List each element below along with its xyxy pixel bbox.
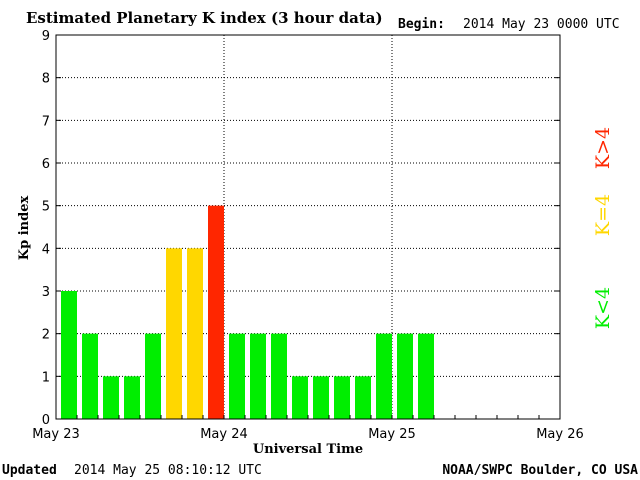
x-tick-label: May 26 [536,427,584,442]
y-tick-label: 9 [42,29,50,44]
y-tick-label: 5 [42,200,50,215]
chart-title: Estimated Planetary K index (3 hour data… [26,9,383,27]
kp-bar [166,248,182,419]
legend-k-equals-4: K=4 [592,194,614,236]
y-tick-label: 4 [42,242,50,257]
kp-bar [376,333,392,419]
plot-frame [55,34,561,420]
y-tick-label: 8 [42,72,50,87]
kp-bar [418,333,434,419]
y-tick-label: 6 [42,157,50,172]
legend-k-above-4: K>4 [592,127,614,169]
x-ticks: May 23 May 24 May 25 May 26 [32,415,584,442]
source-credit: NOAA/SWPC Boulder, CO USA [442,463,638,478]
kp-bar [250,333,266,419]
y-tick-label: 2 [42,328,50,343]
updated-value: 2014 May 25 08:10:12 UTC [74,463,262,478]
kp-bar [208,205,224,419]
y-tick-label: 0 [42,413,50,428]
kp-bar [145,333,161,419]
y-tick-label: 7 [42,114,50,129]
kp-bar [334,376,350,419]
legend-k-below-4: K<4 [592,287,614,329]
kp-bar [103,376,119,419]
kp-bar [313,376,329,419]
y-tick-label: 3 [42,285,50,300]
begin-value: 2014 May 23 0000 UTC [463,17,620,32]
grid-lines [56,35,560,419]
begin-label: Begin: [398,17,445,32]
y-ticks: 0 1 2 3 4 5 6 7 8 9 [42,29,560,428]
kp-bar [82,333,98,419]
kp-bar [61,291,77,419]
kp-bar [229,333,245,419]
bars [61,205,434,419]
kp-bar [271,333,287,419]
kp-bar [124,376,140,419]
kp-bar [355,376,371,419]
x-tick-label: May 23 [32,427,80,442]
x-axis-label: Universal Time [253,442,363,457]
y-tick-label: 1 [42,370,50,385]
kp-bar [292,376,308,419]
kp-bar [397,333,413,419]
x-tick-label: May 24 [200,427,248,442]
y-axis-label: Kp index [17,196,32,261]
x-tick-label: May 25 [368,427,416,442]
kp-bar [187,248,203,419]
updated-label: Updated [2,463,57,478]
